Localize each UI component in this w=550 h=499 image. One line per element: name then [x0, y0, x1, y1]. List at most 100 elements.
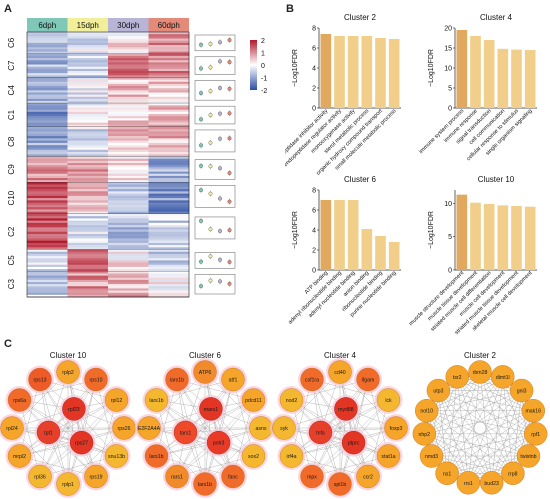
heatmap-cell	[27, 292, 68, 296]
heatmap-cell	[108, 282, 149, 285]
heatmap-cell	[108, 247, 149, 250]
heatmap-cell	[27, 286, 68, 289]
heatmap-cell	[108, 116, 149, 119]
heatmap-cell	[108, 213, 149, 217]
heatmap-cell	[148, 77, 190, 80]
heatmap-cell	[27, 55, 68, 59]
cluster-label: C7	[7, 60, 16, 71]
bar-chart-title: Cluster 2	[344, 13, 377, 22]
heatmap-cell	[108, 86, 149, 89]
y-tick-label: 5	[448, 234, 452, 241]
heatmap-cell	[108, 222, 149, 226]
heatmap-cell	[27, 60, 68, 63]
heatmap-cell	[108, 62, 149, 65]
network-edge	[457, 376, 536, 434]
heatmap-cell	[108, 38, 149, 42]
y-tick-label: 4	[312, 228, 316, 235]
network-edge	[468, 433, 536, 483]
network-edge	[502, 376, 514, 474]
heatmap-cell	[148, 96, 190, 100]
heatmap-cell	[67, 136, 109, 139]
y-tick-label: 10	[444, 66, 452, 73]
heatmap-cell	[108, 83, 149, 87]
heatmap-cell	[67, 105, 109, 108]
cluster-label: C9	[7, 164, 16, 175]
heatmap-cell	[27, 160, 68, 164]
node-label: lars1b	[198, 482, 212, 488]
x-tick-label: adenyl ribonucleotide binding	[287, 270, 342, 325]
heatmap-cell	[67, 75, 109, 78]
heatmap-cell	[67, 122, 109, 126]
node-label: rplp1	[62, 482, 74, 488]
trend-point	[198, 188, 203, 193]
heatmap-cell	[27, 136, 68, 139]
heatmap-cell	[67, 169, 109, 172]
trend-point	[217, 59, 222, 64]
heatmap-cell	[148, 36, 190, 39]
heatmap-cell	[148, 266, 190, 270]
heatmap-cell	[108, 42, 149, 46]
heatmap-cell	[67, 77, 109, 80]
heatmap-cell	[67, 231, 109, 235]
heatmap-cell	[27, 64, 68, 67]
heatmap-cell	[148, 58, 190, 61]
heatmap-cell	[67, 152, 109, 155]
heatmap-cell	[27, 42, 68, 46]
heatmap-cell	[148, 103, 190, 106]
heatmap-cell	[148, 73, 190, 76]
heatmap-cell	[148, 131, 190, 135]
heatmap-cell	[27, 186, 68, 190]
network-edge	[438, 390, 514, 474]
heatmap-cell	[108, 238, 149, 241]
heatmap-cell	[67, 60, 109, 63]
bar-chart-ylabel: −Log10FDR	[292, 211, 299, 249]
heatmap-cell	[108, 171, 149, 175]
heatmap-cell	[27, 262, 68, 266]
heatmap-cell	[67, 165, 109, 168]
heatmap-cell	[27, 81, 68, 85]
heatmap-cell	[27, 167, 68, 170]
heatmap-cell	[67, 288, 109, 291]
heatmap-cell	[27, 258, 68, 261]
heatmap-cell	[67, 140, 109, 144]
network-edge	[479, 371, 492, 483]
bar	[361, 229, 373, 270]
heatmap-cell	[108, 47, 149, 50]
bar	[334, 36, 345, 108]
heatmap-cell	[148, 98, 190, 102]
node-label: rpf1	[531, 432, 540, 438]
heatmap-cell	[108, 118, 149, 121]
node-label: nmd3	[425, 454, 438, 460]
node-label: rpl36	[34, 474, 46, 480]
heatmap-cell	[148, 88, 190, 91]
heatmap-cell	[108, 142, 149, 146]
heatmap-cell	[67, 109, 109, 113]
heatmap-cell	[148, 55, 190, 59]
heatmap-cell	[148, 271, 190, 274]
panel-letter-b: B	[286, 3, 294, 15]
network-node	[104, 444, 129, 468]
node-label: syk	[280, 426, 288, 432]
stage-label: 60dph	[158, 21, 180, 30]
trend-point	[198, 143, 203, 148]
heatmap-cell	[67, 242, 109, 246]
heatmap-cell	[108, 286, 149, 289]
heatmap-cell	[148, 158, 190, 162]
heatmap-cell	[108, 260, 149, 263]
heatmap-cell	[67, 124, 109, 128]
network-node	[144, 388, 169, 412]
node-label: rps6a	[13, 398, 26, 404]
heatmap-cell	[108, 34, 149, 37]
network-node	[144, 444, 169, 468]
heatmap-cell	[148, 38, 190, 42]
heatmap-border	[26, 31, 190, 298]
heatmap-cell	[67, 171, 109, 175]
network-node	[137, 416, 161, 440]
trend-box	[194, 216, 236, 240]
heatmap-cell	[67, 103, 109, 106]
heatmap-cell	[148, 94, 190, 98]
heatmap-cell	[27, 140, 68, 144]
heatmap-cell	[148, 262, 190, 266]
heatmap-cell	[108, 136, 149, 139]
trend-point	[198, 66, 203, 71]
